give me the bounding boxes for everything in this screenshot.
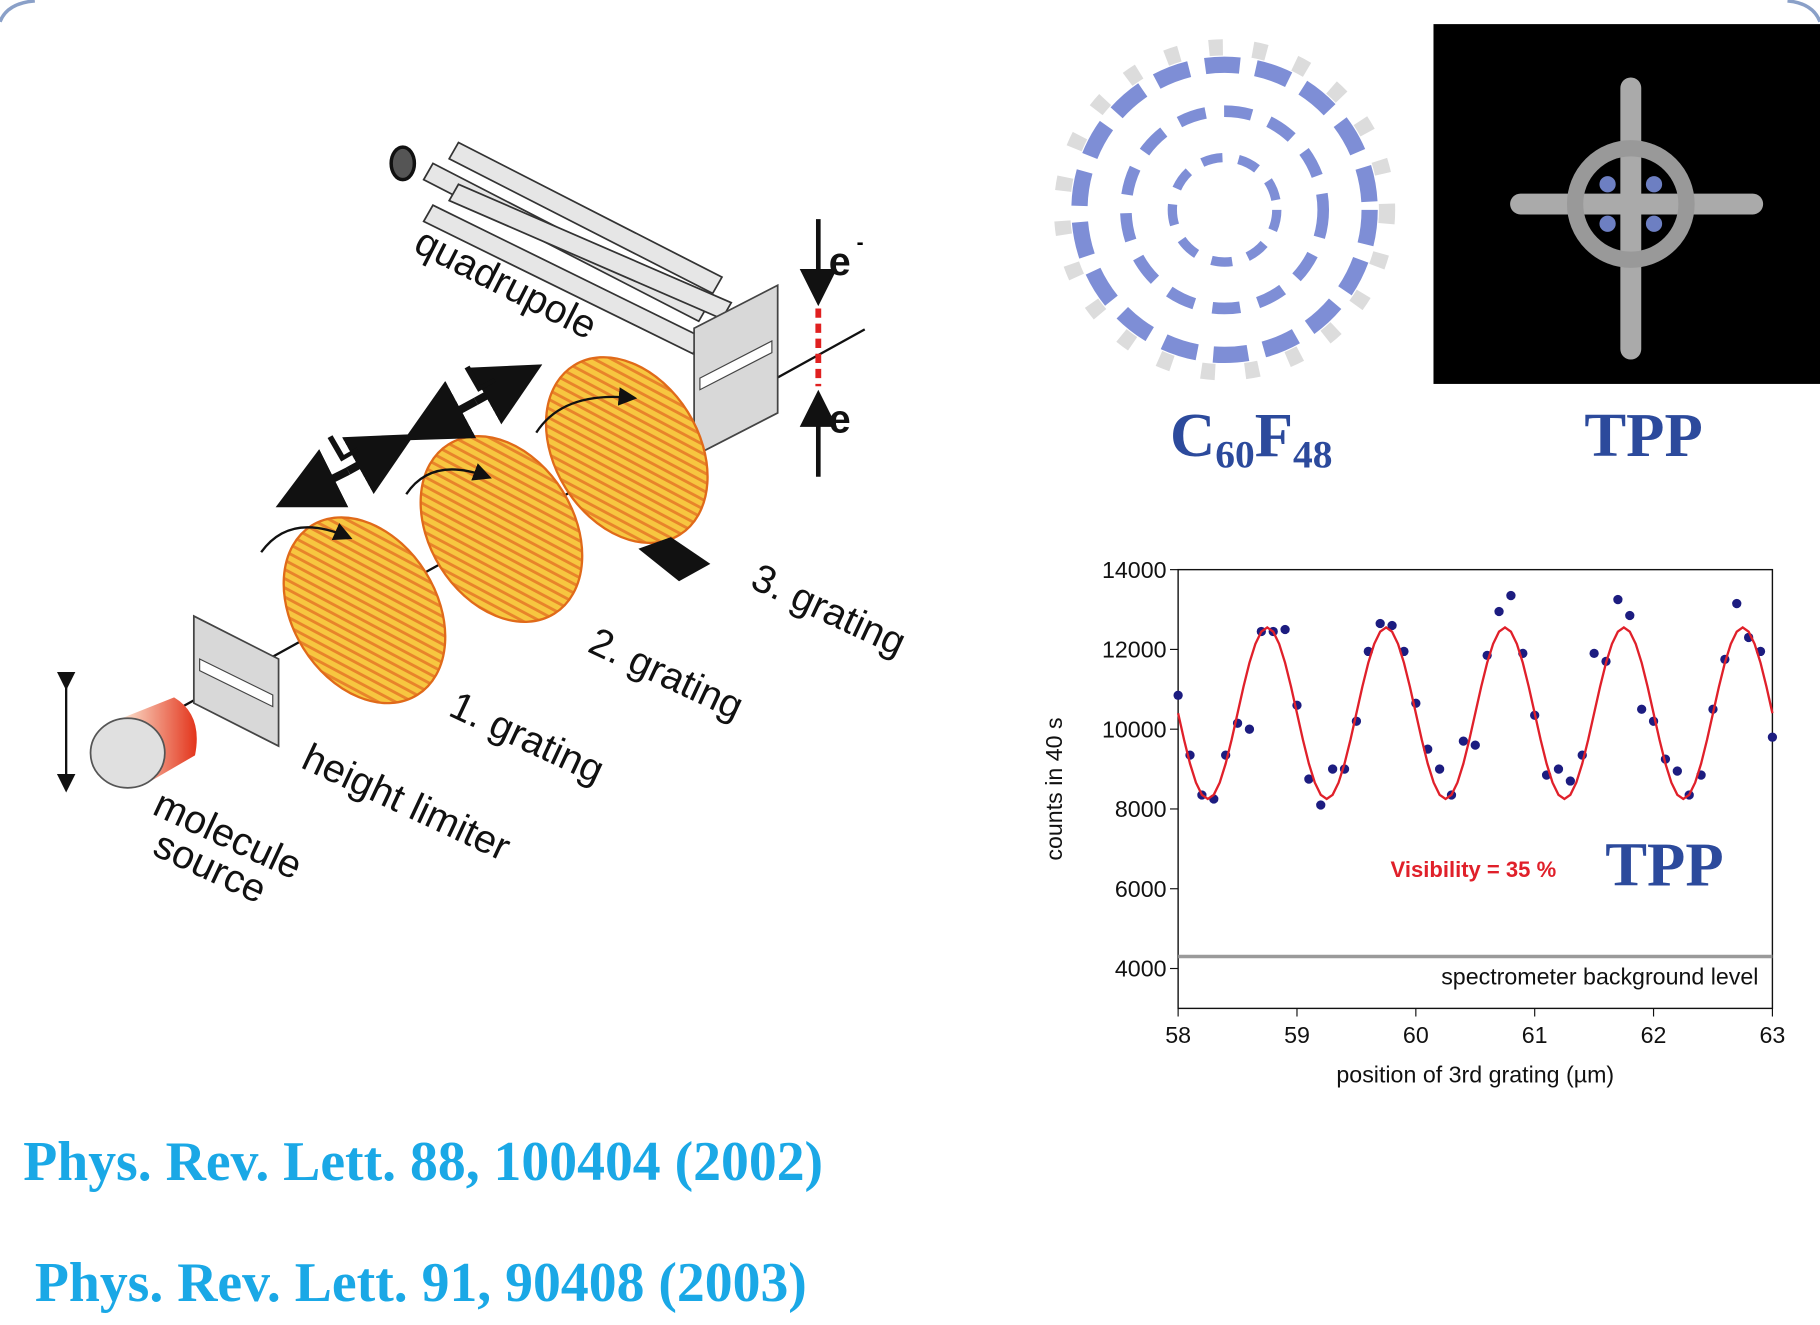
formula-part: C [1170,400,1215,470]
formula-part: 60 [1215,433,1254,477]
formula-part: F [1255,400,1293,470]
y-tick-label: 6000 [1115,876,1167,902]
data-point [1173,691,1182,700]
label: 2. grating [582,619,750,728]
data-point [1471,741,1480,750]
fit-curve [1178,627,1772,799]
y-axis-label: counts in 40 s [1041,717,1067,860]
corner-decoration [0,1,35,22]
label: 3. grating [745,555,913,664]
annotation: Visibility = 35 % [1391,857,1557,882]
electron-symbol: e [829,398,851,442]
chart: 4000 6000 8000 10000 12000 14000 58 59 60 61 62 63 p… [1041,557,1785,1088]
data-point [1316,800,1325,809]
electron-label: e [829,240,851,284]
y-tick-label: 14000 [1102,557,1167,583]
data-point [1732,599,1741,608]
data-point [1459,737,1468,746]
x-tick-label: 58 [1165,1022,1191,1048]
detector-icon [391,147,414,180]
data-point [1494,607,1503,616]
c60f48-image [1062,47,1387,372]
slide: quadrupole 3. grating 2. grating 1. grat… [0,0,1820,1325]
x-tick-label: 59 [1284,1022,1310,1048]
label: 1. grating [443,683,611,792]
formula-part: 48 [1293,433,1332,477]
data-point [1589,649,1598,658]
y-tick-label: 8000 [1115,796,1167,822]
y-tick-label: 10000 [1102,716,1167,742]
label: height limiter [296,735,517,869]
plot-frame [1178,570,1772,1009]
data-point [1506,591,1515,600]
data-point [1328,764,1337,773]
corner-decoration [1788,1,1820,22]
data-point [1673,766,1682,775]
x-axis-label: position of 3rd grating (µm) [1336,1062,1614,1088]
y-tick-label: 12000 [1102,637,1167,663]
data-point [1637,705,1646,714]
electron-charge: - [857,231,864,254]
data-point [1566,776,1575,785]
x-tick-label: 61 [1522,1022,1548,1048]
background-label: spectrometer background level [1441,963,1758,989]
data-point [1280,625,1289,634]
electron-label: e [829,398,851,442]
reference[interactable]: Phys. Rev. Lett. 91, 90408 (2003) [35,1252,807,1314]
electron-symbol: e [829,240,851,284]
data-point [1768,733,1777,742]
source-face [91,718,165,788]
interferometer-diagram: quadrupole 3. grating 2. grating 1. grat… [66,143,912,913]
page: {"diagram": {"quadrupole": "quadrupole",… [0,0,1820,1325]
data-point [1376,619,1385,628]
data-point [1435,764,1444,773]
x-tick-label: 63 [1760,1022,1786,1048]
data-point [1554,764,1563,773]
x-tick-label: 60 [1403,1022,1429,1048]
molecule-label: C60F48 [1170,400,1332,477]
data-point [1613,595,1622,604]
x-tick-label: 62 [1641,1022,1667,1048]
molecule-label: TPP [1584,400,1702,470]
reference[interactable]: Phys. Rev. Lett. 88, 100404 (2002) [23,1131,823,1193]
data-point [1625,611,1634,620]
annotation: TPP [1605,829,1723,899]
tpp-image [1433,24,1820,384]
y-tick-label: 4000 [1115,956,1167,982]
data-point [1245,725,1254,734]
